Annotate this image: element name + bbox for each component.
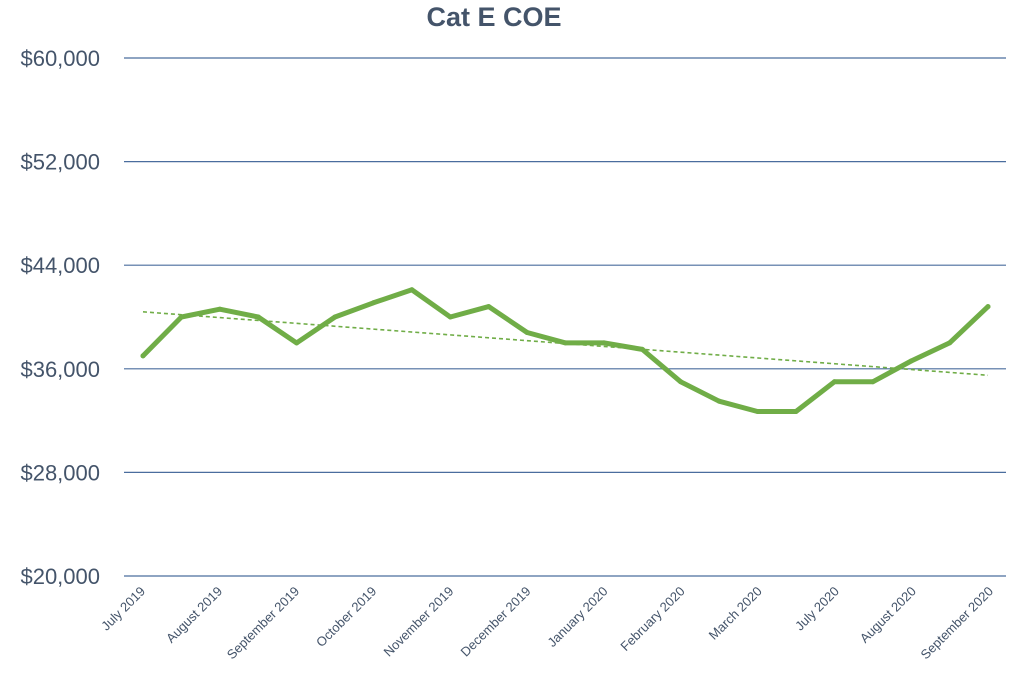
data-point [639, 346, 645, 352]
series-line [140, 287, 991, 414]
x-tick-label: August 2019 [163, 584, 225, 646]
y-axis-ticks: $20,000 $28,000 $36,000 $44,000 $52,000 $60,0… [20, 46, 100, 589]
y-tick-label: $36,000 [20, 357, 100, 382]
x-tick-label: January 2020 [544, 584, 610, 650]
y-tick-label: $20,000 [20, 564, 100, 589]
data-point [217, 306, 223, 312]
y-tick-label: $60,000 [20, 46, 100, 71]
data-point [370, 300, 376, 306]
y-tick-label: $44,000 [20, 253, 100, 278]
data-point [716, 398, 722, 404]
x-tick-label: November 2019 [380, 584, 456, 660]
x-tick-label: December 2019 [458, 584, 534, 660]
data-point [601, 340, 607, 346]
data-point [140, 353, 146, 359]
data-point [908, 358, 914, 364]
data-point [947, 340, 953, 346]
x-tick-label: July 2019 [98, 584, 148, 634]
data-point [178, 314, 184, 320]
data-point [486, 304, 492, 310]
x-tick-label: October 2019 [313, 584, 379, 650]
data-point [563, 340, 568, 346]
x-tick-label: September 2019 [224, 584, 303, 663]
series-layer [140, 287, 991, 415]
data-point [294, 340, 300, 346]
x-tick-label: March 2020 [706, 584, 765, 643]
y-tick-label: $52,000 [20, 150, 100, 175]
data-point [870, 379, 876, 385]
data-point [755, 409, 761, 415]
x-tick-label: July 2020 [792, 584, 842, 634]
data-point [793, 409, 799, 415]
x-tick-label: August 2020 [857, 584, 919, 646]
data-point [332, 314, 338, 320]
data-point [831, 379, 837, 385]
gridlines [124, 57, 1006, 577]
x-tick-label: February 2020 [617, 584, 687, 654]
data-point [985, 304, 991, 310]
x-tick-label: September 2020 [918, 584, 997, 663]
chart-title: Cat E COE [426, 2, 561, 32]
y-tick-label: $28,000 [20, 460, 100, 485]
data-point [524, 330, 530, 336]
data-point [409, 287, 415, 293]
data-point [447, 314, 453, 320]
data-point [678, 379, 684, 385]
data-point [255, 314, 261, 320]
